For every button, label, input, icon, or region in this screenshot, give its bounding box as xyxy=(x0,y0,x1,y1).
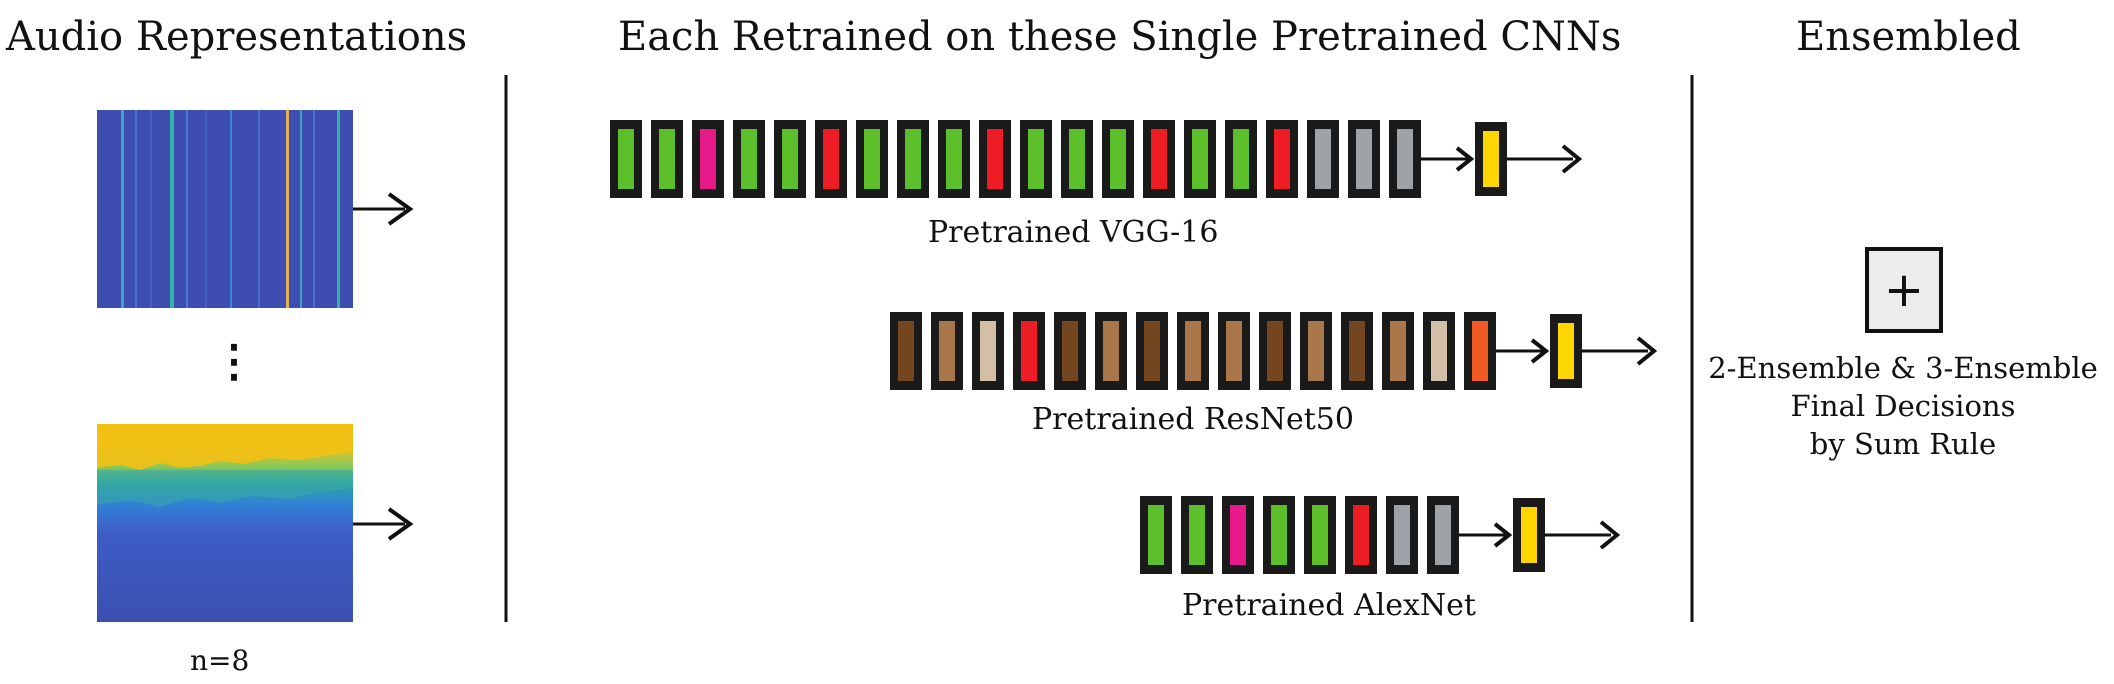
layer-block xyxy=(1184,120,1216,198)
arrow-from-output xyxy=(1582,336,1658,366)
layer-block xyxy=(1102,120,1134,198)
plus-icon: + xyxy=(1883,262,1925,318)
layer-block xyxy=(890,312,922,390)
sum-symbol-box: + xyxy=(1865,247,1943,333)
network-row-0 xyxy=(610,120,1583,198)
arrow-from-output xyxy=(1507,144,1583,174)
ensemble-line-1: 2-Ensemble & 3-Ensemble xyxy=(1708,351,2098,385)
alexnet-label: Pretrained AlexNet xyxy=(1182,588,1476,623)
layer-block xyxy=(1259,312,1291,390)
layer-block xyxy=(1140,496,1172,574)
resnet50-label: Pretrained ResNet50 xyxy=(1032,402,1354,437)
arrow-to-output xyxy=(1496,338,1550,364)
ellipsis-dots: ⋮ xyxy=(212,336,256,387)
vgg16-label: Pretrained VGG-16 xyxy=(928,215,1219,250)
arrow-to-output xyxy=(1459,522,1513,548)
heading-ensembled: Ensembled xyxy=(1796,14,2021,60)
ensemble-line-2: Final Decisions xyxy=(1790,389,2016,423)
layer-block xyxy=(856,120,888,198)
layer-block xyxy=(1263,496,1295,574)
layer-block xyxy=(1386,496,1418,574)
ensemble-line-3: by Sum Rule xyxy=(1809,427,1997,461)
layer-block xyxy=(1341,312,1373,390)
layer-block xyxy=(1300,312,1332,390)
network-row-2 xyxy=(1140,496,1621,574)
layer-block xyxy=(1304,496,1336,574)
layer-block xyxy=(692,120,724,198)
layer-block xyxy=(979,120,1011,198)
heading-audio-representations: Audio Representations xyxy=(6,14,468,60)
layer-block xyxy=(938,120,970,198)
layer-block xyxy=(1095,312,1127,390)
layer-block xyxy=(1020,120,1052,198)
layer-block xyxy=(931,312,963,390)
output-block xyxy=(1475,122,1507,196)
layer-block xyxy=(610,120,642,198)
layer-block xyxy=(1266,120,1298,198)
layer-block xyxy=(897,120,929,198)
arrow-spectrogram-bottom xyxy=(353,507,414,541)
arrow-to-output xyxy=(1421,146,1475,172)
layer-block xyxy=(1222,496,1254,574)
layer-block xyxy=(1382,312,1414,390)
layer-block xyxy=(1013,312,1045,390)
layer-block xyxy=(1345,496,1377,574)
arrow-from-output xyxy=(1545,520,1621,550)
count-label: n=8 xyxy=(190,644,250,677)
layer-block xyxy=(1464,312,1496,390)
layer-block xyxy=(1136,312,1168,390)
layer-block xyxy=(651,120,683,198)
network-row-1 xyxy=(890,312,1658,390)
output-block xyxy=(1550,314,1582,388)
layer-block xyxy=(1389,120,1421,198)
layer-block xyxy=(1181,496,1213,574)
layer-block xyxy=(1177,312,1209,390)
layer-block xyxy=(1307,120,1339,198)
layer-block xyxy=(972,312,1004,390)
layer-block xyxy=(1218,312,1250,390)
layer-block xyxy=(1143,120,1175,198)
layer-block xyxy=(1423,312,1455,390)
output-block xyxy=(1513,498,1545,572)
layer-block xyxy=(1225,120,1257,198)
arrow-spectrogram-top xyxy=(353,192,414,226)
spectrogram-top xyxy=(97,110,353,308)
layer-block xyxy=(1427,496,1459,574)
layer-block xyxy=(1061,120,1093,198)
layer-block xyxy=(774,120,806,198)
layer-block xyxy=(1054,312,1086,390)
heading-pretrained-cnns: Each Retrained on these Single Pretraine… xyxy=(618,14,1622,60)
layer-block xyxy=(1348,120,1380,198)
spectrogram-bottom xyxy=(97,424,353,622)
layer-block xyxy=(815,120,847,198)
layer-block xyxy=(733,120,765,198)
